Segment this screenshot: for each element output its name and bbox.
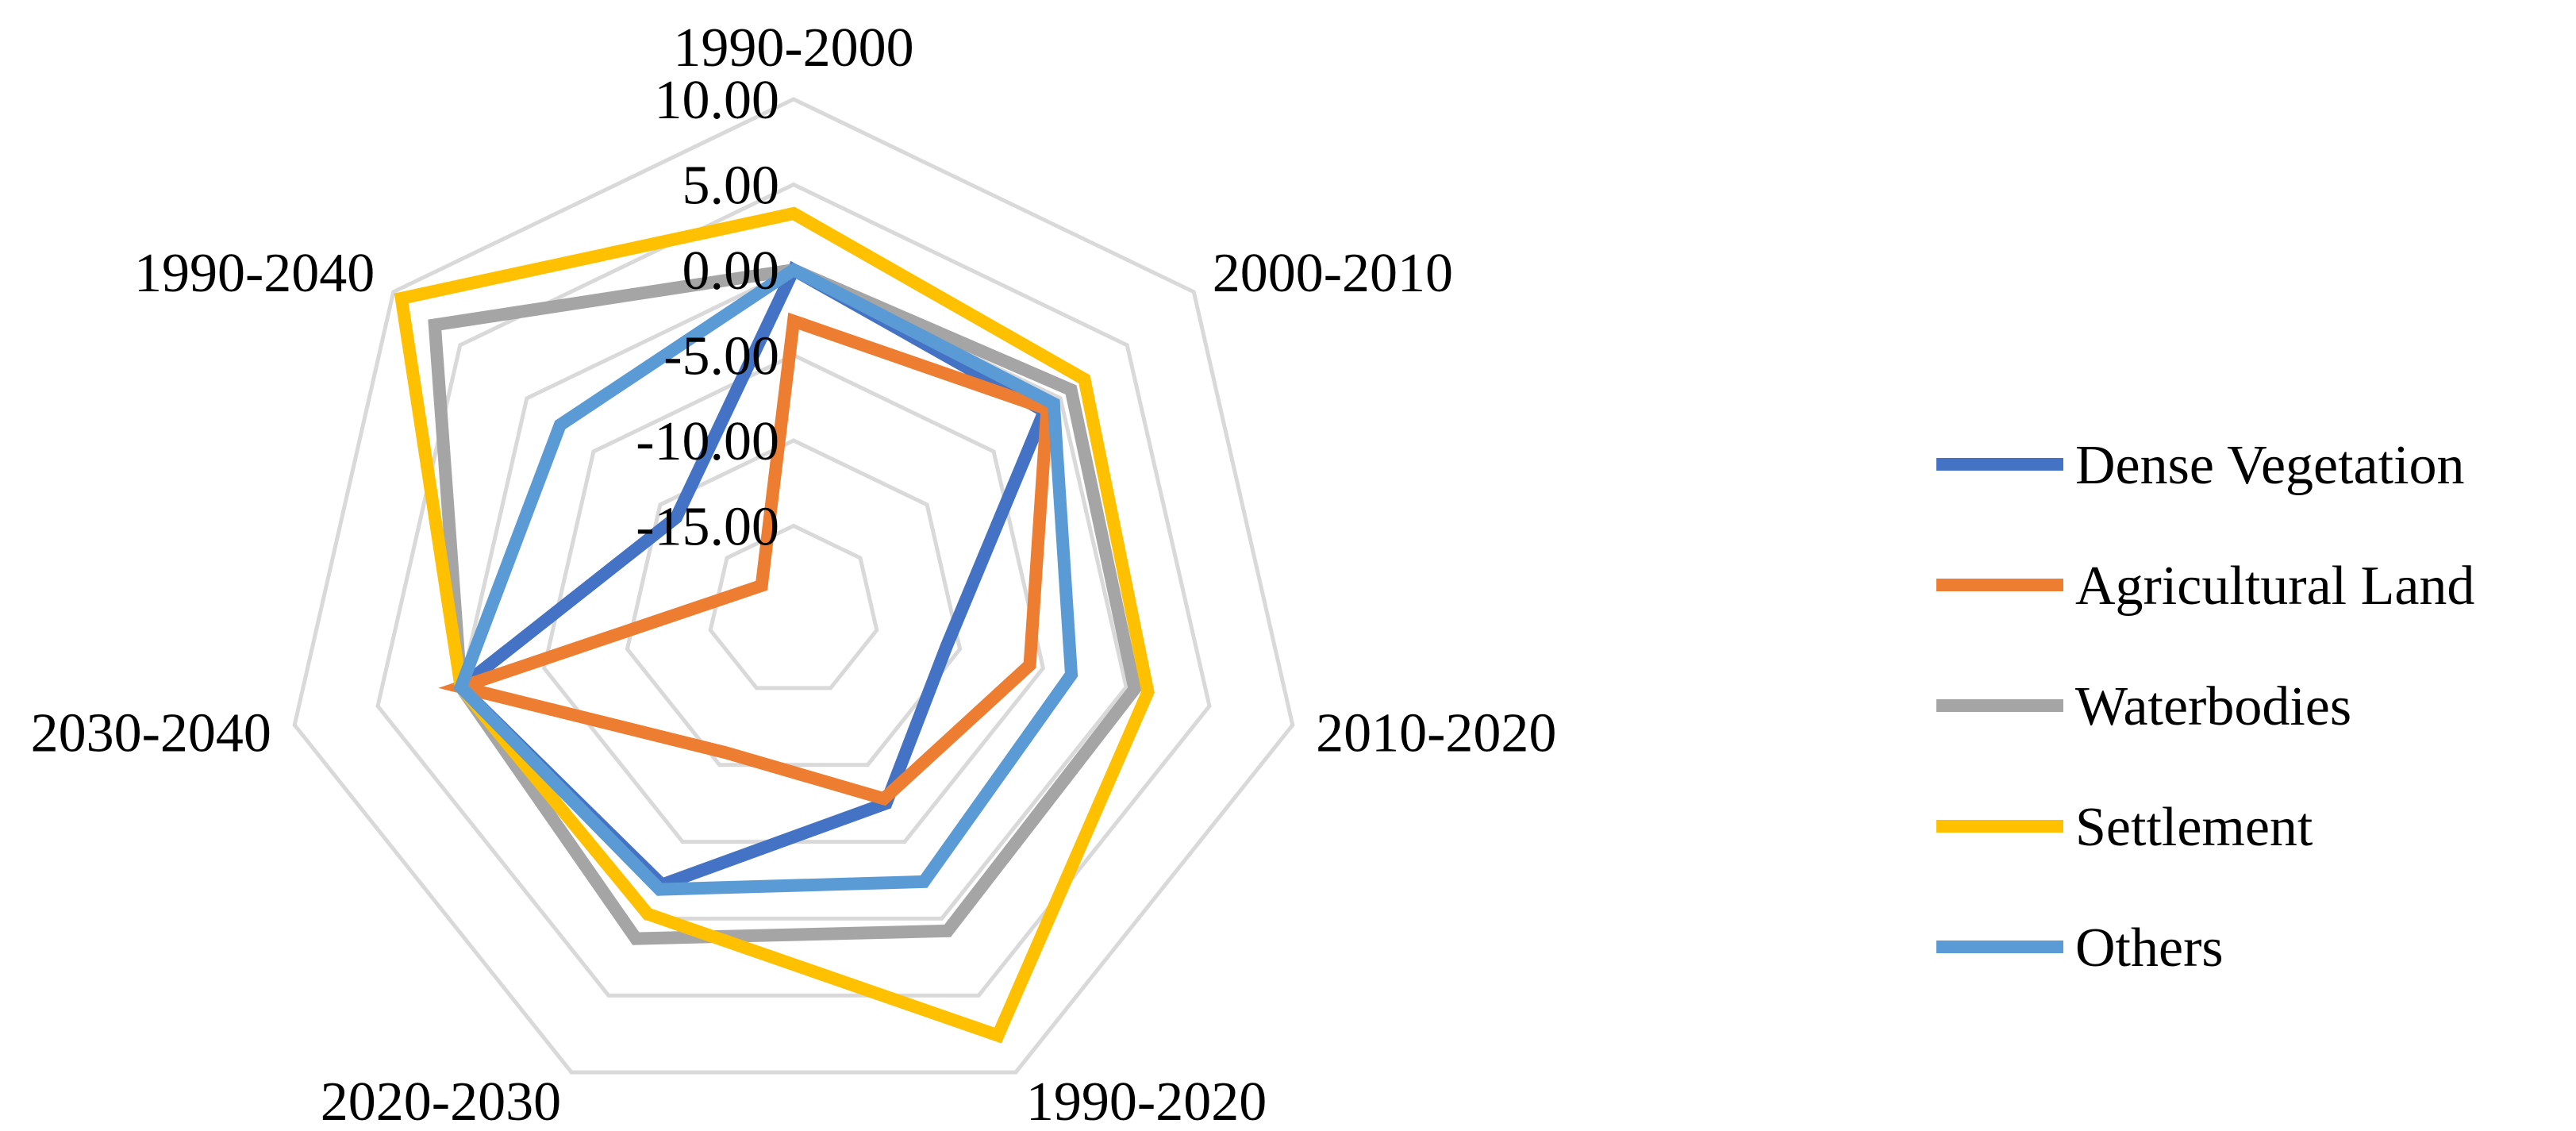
series-dense-vegetation xyxy=(451,260,1053,893)
category-label: 1990-2000 xyxy=(673,17,913,79)
axis-tick-label: 0.00 xyxy=(682,240,780,302)
legend-label: Dense Vegetation xyxy=(2075,435,2465,496)
legend-item: Others xyxy=(1936,917,2224,979)
legend-label: Agricultural Land xyxy=(2075,556,2474,617)
series-agricultural-land xyxy=(438,312,1054,806)
category-label: 2000-2010 xyxy=(1213,243,1453,304)
series-others xyxy=(453,262,1078,896)
legend-label: Others xyxy=(2075,917,2224,979)
legend-label: Settlement xyxy=(2075,797,2313,858)
category-label: 2010-2020 xyxy=(1316,702,1556,764)
category-labels: 1990-2000 2000-2010 2010-2020 1990-2020 2020… xyxy=(31,17,1557,1131)
axis-tick-label: -5.00 xyxy=(663,326,779,387)
legend-item: Agricultural Land xyxy=(1936,556,2474,617)
legend-item: Settlement xyxy=(1936,797,2313,858)
grid-ring xyxy=(708,523,879,691)
category-label: 1990-2020 xyxy=(1026,1071,1267,1131)
legend-item: Waterbodies xyxy=(1936,676,2351,737)
axis-tick-label: -15.00 xyxy=(636,497,779,558)
legend-label: Waterbodies xyxy=(2075,676,2351,737)
series-waterbodies xyxy=(428,263,1142,945)
grid-ring xyxy=(292,97,1295,1075)
grid-ring xyxy=(459,267,1128,921)
axis-tick-label: -10.00 xyxy=(636,411,779,472)
series-settlement xyxy=(394,206,1155,1044)
axis-tick-labels: -15.00 -10.00 -5.00 0.00 5.00 10.00 xyxy=(636,70,779,558)
legend: Dense Vegetation Agricultural Land Waterbo… xyxy=(1936,435,2474,979)
category-label: 2030-2040 xyxy=(31,702,271,764)
axis-tick-label: 5.00 xyxy=(682,156,780,217)
category-label: 2020-2030 xyxy=(321,1071,561,1131)
series-lines xyxy=(394,206,1155,1044)
grid-ring xyxy=(625,438,963,767)
category-label: 1990-2040 xyxy=(134,243,375,304)
legend-item: Dense Vegetation xyxy=(1936,435,2465,496)
axis-tick-label: 10.00 xyxy=(655,70,780,131)
